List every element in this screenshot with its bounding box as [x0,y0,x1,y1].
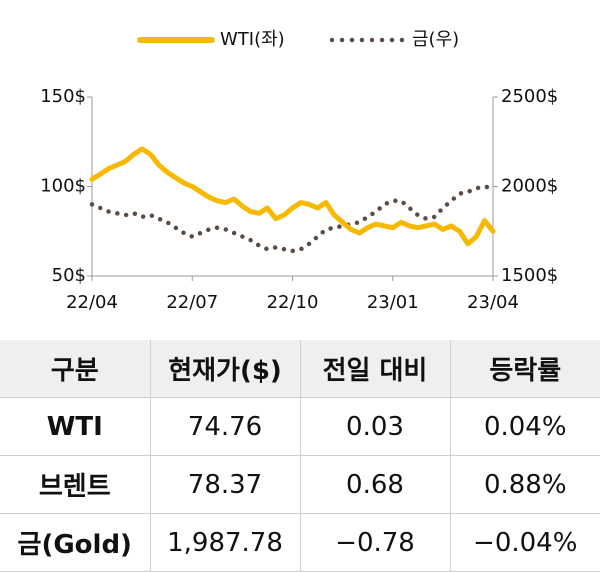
cell: −0.78 [299,513,450,572]
y-tick-label: 100$ [40,176,86,197]
y2-tick-label: 2500$ [501,86,558,107]
header-cell: 등락률 [449,340,600,398]
price-table: 구분 현재가($) 전일 대비 등락률 WTI 74.76 0.03 0.04% 브렌트… [0,340,600,572]
x-tick-label: 23/01 [367,292,419,313]
cell: −0.04% [449,513,600,572]
row-label: 금(Gold) [0,513,150,572]
series-line [89,146,496,247]
header-cell: 현재가($) [149,340,300,398]
cell: 0.03 [299,397,450,456]
table-row: 브렌트 78.37 0.68 0.88% [0,455,600,514]
cell: 0.88% [449,455,600,514]
y2-tick-label: 2000$ [501,176,558,197]
x-tick-label: 22/04 [66,292,118,313]
x-tick-label: 22/10 [267,292,319,313]
y-tick-label: 50$ [52,265,86,286]
header-cell: 구분 [0,340,150,398]
header-cell: 전일 대비 [299,340,450,398]
cell: 0.04% [449,397,600,456]
row-label: 브렌트 [0,455,150,514]
legend-label: 금(우) [412,29,459,50]
y-tick-label: 150$ [40,86,86,107]
y2-tick-label: 1500$ [501,265,558,286]
x-tick-label: 23/04 [467,292,519,313]
series-line [89,184,496,254]
x-tick-label: 22/07 [166,292,218,313]
cell: 0.68 [299,455,450,514]
cell: 74.76 [149,397,300,456]
chart: 50$ 100$ 150$ 1500$ 2000$ 2500$ 22/04 22/07 22/1… [40,29,558,313]
table-header: 구분 현재가($) 전일 대비 등락률 [0,340,600,398]
cell: 78.37 [149,455,300,514]
legend-label: WTI(좌) [220,29,285,50]
cell: 1,987.78 [149,513,300,572]
table-row: WTI 74.76 0.03 0.04% [0,397,600,456]
table-row: 금(Gold) 1,987.78 −0.78 −0.04% [0,513,600,572]
row-label: WTI [0,397,150,456]
